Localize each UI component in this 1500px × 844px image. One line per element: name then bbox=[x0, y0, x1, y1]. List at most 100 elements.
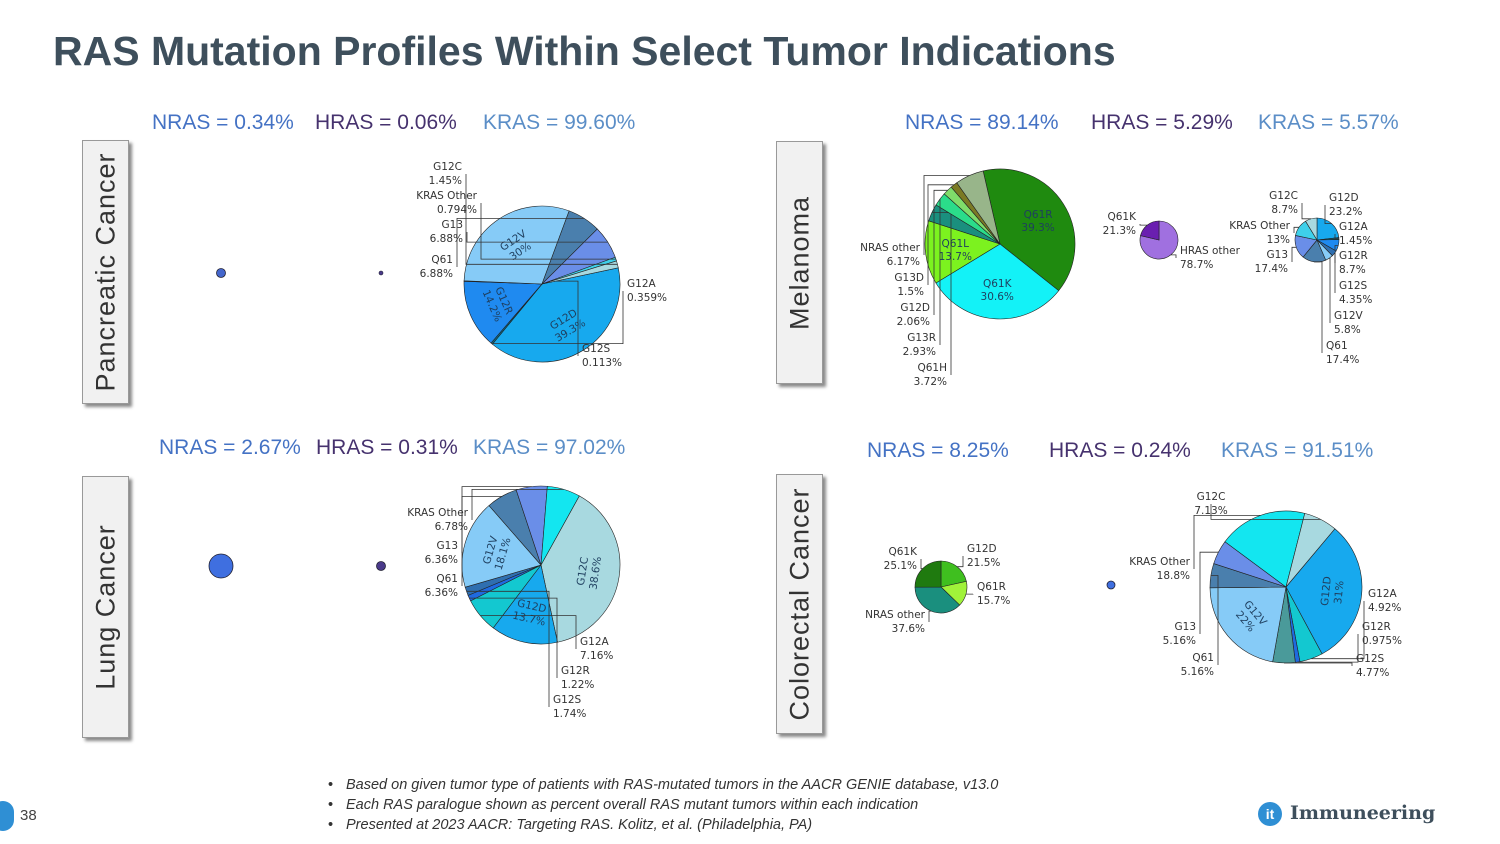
melanoma-nras-label-nras-other: NRAS other 6.17% bbox=[860, 242, 921, 268]
logo-mark-icon: it bbox=[1258, 802, 1282, 826]
melanoma-kras-pie: G12D 23.2% G12A 1.45% G12R 8.7% G12S 4.35% G12V 5… bbox=[1229, 190, 1372, 366]
colorectal-nras-slice-g12d bbox=[940, 560, 967, 588]
lung-kras-slice-g12d bbox=[492, 564, 558, 645]
melanoma-nras-label-g12d: G12D 2.06% bbox=[897, 302, 930, 328]
melanoma-kras-label-g12s: G12S 4.35% bbox=[1339, 280, 1372, 306]
lung-nras-header: NRAS = 2.67% bbox=[159, 436, 301, 459]
melanoma-nras-label-q61r: Q61R 39.3% bbox=[1021, 209, 1054, 234]
colorectal-kras-leader-q61 bbox=[1210, 575, 1219, 665]
colorectal-kras-label-q61: Q61 5.16% bbox=[1181, 652, 1214, 678]
melanoma-kras-leader-g12a bbox=[1334, 234, 1339, 239]
melanoma-kras-label-g12c: G12C 8.7% bbox=[1269, 190, 1298, 216]
colorectal-nras-label-q61k: Q61K 25.1% bbox=[884, 546, 918, 572]
lung-kras-label-g12r: G12R 1.22% bbox=[561, 665, 594, 691]
melanoma-nras-label-g13r: G13R 2.93% bbox=[903, 332, 936, 358]
colorectal-nras-label-nras-other: NRAS other 37.6% bbox=[865, 609, 926, 635]
lung-kras-slice-g12c bbox=[540, 495, 621, 643]
colorectal-kras-label-g12r: G12R 0.975% bbox=[1362, 621, 1402, 647]
colorectal-kras-leader-g13 bbox=[1199, 551, 1219, 634]
pancreatic-kras-label-q61: Q61 6.88% bbox=[420, 254, 453, 280]
colorectal-kras-header: KRAS = 91.51% bbox=[1221, 439, 1374, 462]
lung-kras-pie: G12C38.6%G12D13.7%G12A 7.16%G12R 1.22%G12S… bbox=[407, 485, 621, 720]
melanoma-hras-slice-q61k bbox=[1140, 220, 1160, 241]
lung-kras-slice-kras-other bbox=[540, 485, 580, 566]
melanoma-hras-slice-hras-other bbox=[1139, 220, 1179, 260]
colorectal-nras-label-g12d: G12D 21.5% bbox=[967, 543, 1000, 569]
pancreatic-kras-leader-g12c bbox=[465, 174, 618, 265]
melanoma-nras-label-q61l: Q61L 13.7% bbox=[939, 238, 972, 263]
lung-kras-label-g12a: G12A 7.16% bbox=[580, 636, 613, 662]
melanoma-kras-label-g12r: G12R 8.7% bbox=[1339, 250, 1368, 276]
melanoma-kras-label-g13: G13 17.4% bbox=[1255, 249, 1288, 275]
colorectal-nras-slice-nras-other bbox=[914, 586, 961, 614]
melanoma-nras-leader-nras-other bbox=[923, 175, 970, 255]
lung-kras-leader-g13 bbox=[461, 486, 532, 553]
pancreatic-kras-leader-kras-other bbox=[480, 203, 616, 260]
lung-nras-dot bbox=[208, 553, 234, 579]
colorectal-kras-leader-g12r bbox=[1297, 634, 1359, 663]
colorectal-kras-label-kras-other: KRAS Other 18.8% bbox=[1129, 556, 1190, 582]
lung-kras-leader-g12r bbox=[469, 597, 558, 678]
melanoma-kras-leader-g12c bbox=[1301, 203, 1312, 220]
melanoma-panel-label: Melanoma bbox=[776, 141, 823, 384]
pancreatic-kras-leader-q61 bbox=[456, 217, 585, 267]
colorectal-kras-label-g12d: G12D31% bbox=[1319, 576, 1347, 608]
slide-title: RAS Mutation Profiles Within Select Tumo… bbox=[53, 28, 1116, 74]
footnotes: Based on given tumor type of patients wi… bbox=[328, 775, 998, 835]
pancreatic-kras-slice-g12d bbox=[491, 267, 621, 363]
colorectal-kras-leader-kras-other bbox=[1193, 515, 1261, 569]
melanoma-nras-label-q61h: Q61H 3.72% bbox=[914, 362, 947, 388]
melanoma-nras-label-g13d: G13D 1.5% bbox=[894, 272, 924, 298]
lung-kras-label-g12s: G12S 1.74% bbox=[553, 694, 586, 720]
lung-kras-header: KRAS = 97.02% bbox=[473, 436, 626, 459]
page-number: 38 bbox=[20, 807, 37, 824]
melanoma-nras-leader-g12d bbox=[933, 189, 948, 315]
melanoma-kras-header: KRAS = 5.57% bbox=[1258, 111, 1399, 134]
melanoma-kras-label-kras-other: KRAS Other 13% bbox=[1229, 220, 1290, 246]
lung-kras-label-g13: G13 6.36% bbox=[425, 540, 458, 566]
melanoma-nras-pie: Q61R 39.3% Q61K 30.6% Q61L 13.7% Q61H 3.72% G13R… bbox=[860, 168, 1076, 388]
melanoma-kras-label-g12v: G12V 5.8% bbox=[1334, 310, 1363, 336]
melanoma-kras-leader-kras-other bbox=[1293, 226, 1299, 233]
melanoma-kras-leader-g12s bbox=[1334, 253, 1336, 293]
lung-kras-leader-g12a bbox=[480, 615, 577, 649]
colorectal-nras-slice-q61k bbox=[914, 560, 942, 588]
colorectal-kras-label-g12s: G12S 4.77% bbox=[1356, 653, 1389, 679]
colorectal-kras-pie: G12D31% G12A 4.92%G12R 0.975%G12S 4.77%G12V2… bbox=[1129, 491, 1402, 679]
melanoma-kras-leader-q61 bbox=[1314, 261, 1323, 353]
colorectal-panel-label: Colorectal Cancer bbox=[776, 474, 823, 734]
colorectal-kras-slice-g12d bbox=[1285, 528, 1363, 655]
pancreatic-hras-dot bbox=[378, 270, 384, 276]
colorectal-nras-leader-q61k bbox=[920, 559, 923, 570]
pancreatic-kras-label-g13: G13 6.88% bbox=[430, 219, 463, 245]
footnote-3: Presented at 2023 AACR: Targeting RAS. K… bbox=[328, 815, 998, 835]
melanoma-kras-leader-g13 bbox=[1291, 246, 1297, 262]
melanoma-nras-label-q61k: Q61K 30.6% bbox=[981, 278, 1014, 303]
colorectal-kras-leader-g12s bbox=[1284, 662, 1353, 666]
pancreatic-kras-label-g12a: G12A 0.359% bbox=[627, 278, 667, 304]
lung-hras-dot bbox=[376, 561, 386, 571]
melanoma-hras-header: HRAS = 5.29% bbox=[1091, 111, 1233, 134]
pancreatic-kras-label-g12s: G12S 0.113% bbox=[582, 343, 622, 369]
pancreatic-kras-label-kras-other: KRAS Other 0.794% bbox=[416, 190, 477, 216]
pancreatic-kras-header: KRAS = 99.60% bbox=[483, 111, 636, 134]
logo-text: Immuneering bbox=[1290, 802, 1436, 824]
lung-panel-label: Lung Cancer bbox=[82, 476, 129, 738]
colorectal-nras-header: NRAS = 8.25% bbox=[867, 439, 1009, 462]
pancreatic-nras-header: NRAS = 0.34% bbox=[152, 111, 294, 134]
lung-kras-leader-kras-other bbox=[471, 488, 564, 520]
colorectal-hras-dot bbox=[1106, 580, 1116, 590]
pancreatic-kras-pie: G12D39.3%G12A 0.359%G12R14.2%G12S 0.113%G1… bbox=[416, 161, 667, 369]
page-marker bbox=[0, 801, 14, 831]
melanoma-nras-slice-q61k bbox=[935, 243, 1060, 320]
melanoma-hras-pie: HRAS other 78.7% Q61K 21.3% bbox=[1103, 211, 1241, 271]
pancreatic-kras-leader-g13 bbox=[466, 232, 608, 243]
colorectal-nras-leader-nras-other bbox=[928, 610, 932, 622]
pancreatic-kras-leader-g12a bbox=[491, 291, 624, 345]
colorectal-kras-slice-g12v bbox=[1209, 586, 1287, 663]
colorectal-kras-leader-g12a bbox=[1311, 601, 1365, 660]
melanoma-kras-label-g12a: G12A 1.45% bbox=[1339, 221, 1372, 247]
melanoma-hras-leader-q61k bbox=[1139, 224, 1148, 226]
pancreatic-hras-header: HRAS = 0.06% bbox=[315, 111, 457, 134]
